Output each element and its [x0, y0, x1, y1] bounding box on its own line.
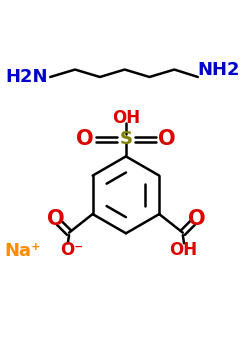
Text: O: O	[188, 209, 205, 229]
Text: O: O	[76, 129, 94, 149]
Text: O: O	[158, 129, 176, 149]
Text: NH2: NH2	[198, 61, 240, 78]
Text: O: O	[46, 209, 64, 229]
Text: S: S	[120, 130, 132, 148]
Text: Na⁺: Na⁺	[5, 242, 41, 260]
Text: OH: OH	[112, 109, 140, 127]
Text: O⁻: O⁻	[60, 240, 83, 259]
Text: OH: OH	[169, 240, 197, 259]
Text: H2N: H2N	[6, 68, 48, 86]
